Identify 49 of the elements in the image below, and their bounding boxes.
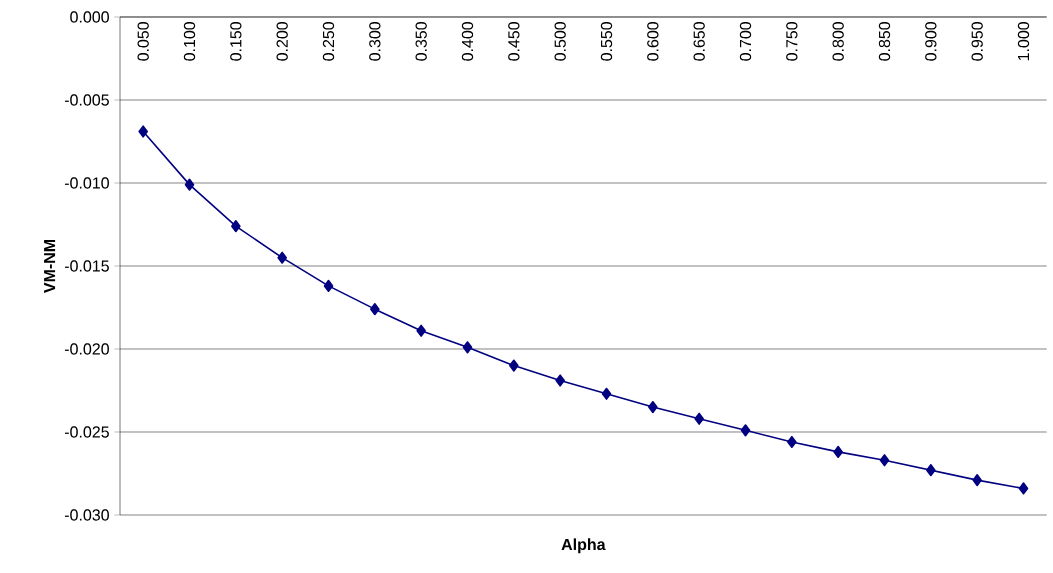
y-tick-label: -0.005 [64,94,109,106]
x-tick-label: 0.650 [693,21,705,61]
x-tick-label: 0.400 [461,21,474,61]
x-tick-label: 0.300 [369,21,381,61]
point [740,424,751,437]
x-tick-label: 0.350 [415,21,427,61]
point [555,374,565,387]
point [370,303,380,316]
point [694,412,704,425]
x-tick-label: 0.150 [230,21,242,61]
point [231,220,241,233]
x-tick-label: 0.850 [878,21,891,61]
y-axis-title: VM-NM [44,239,56,293]
y-tick-label: -0.020 [64,343,109,355]
y-tick-label: -0.030 [64,509,109,521]
point [833,445,843,459]
x-tick-label: 0.050 [137,21,149,61]
point [601,387,612,400]
point [138,125,148,138]
point [323,279,334,293]
point [416,324,426,337]
y-tick-label: -0.015 [64,260,109,272]
point [972,473,982,487]
x-tick-label: 1.000 [1017,21,1030,61]
point [509,359,519,372]
point [277,251,287,264]
point [926,464,936,477]
x-tick-label: 0.250 [322,21,335,61]
point [787,435,797,449]
x-tick-label: 0.550 [600,21,613,61]
x-tick-label: 0.900 [925,21,937,61]
y-tick-label: 0.000 [70,11,109,23]
x-tick-label: 0.200 [276,21,288,61]
point [1018,482,1029,495]
point [879,454,890,467]
x-tick-label: 0.500 [554,21,566,61]
y-tick-label: -0.010 [64,177,109,189]
point [462,341,473,354]
x-axis-title: Alpha [561,538,606,554]
y-tick-label: -0.025 [64,426,109,438]
x-tick-label: 0.600 [647,21,659,61]
x-tick-label: 0.800 [832,21,844,61]
point [184,178,195,191]
x-tick-label: 0.450 [508,21,520,61]
point [648,400,658,414]
x-tick-label: 0.750 [786,21,798,61]
x-tick-label: 0.100 [183,21,196,61]
x-tick-label: 0.950 [971,21,983,61]
x-tick-label: 0.700 [739,21,752,61]
